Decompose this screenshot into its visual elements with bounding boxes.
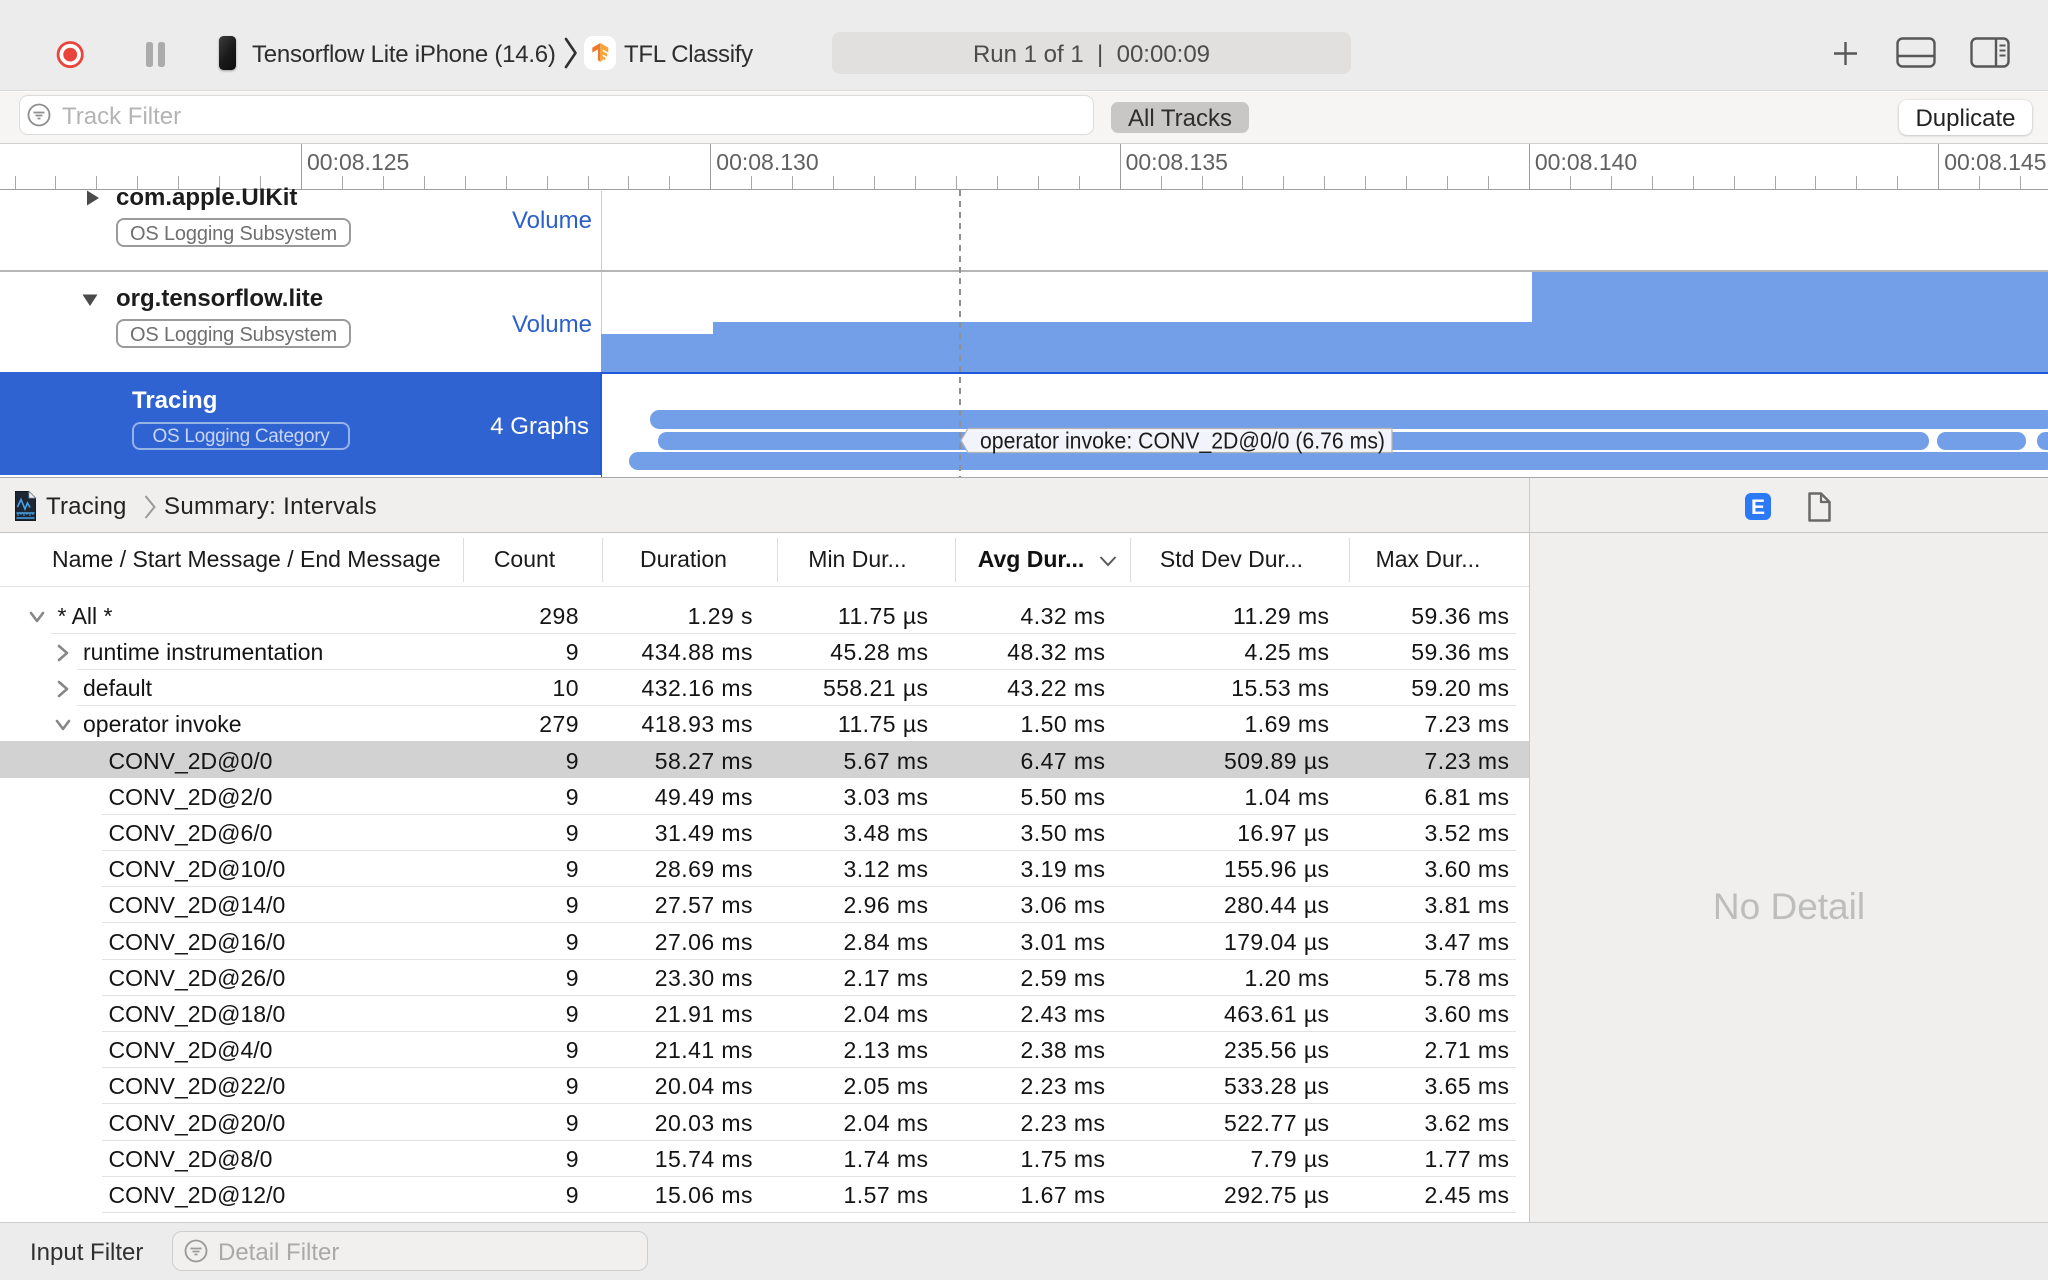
- svg-text:operator invoke: CONV_2D@0/0 (: operator invoke: CONV_2D@0/0 (6.76 ms): [980, 428, 1385, 454]
